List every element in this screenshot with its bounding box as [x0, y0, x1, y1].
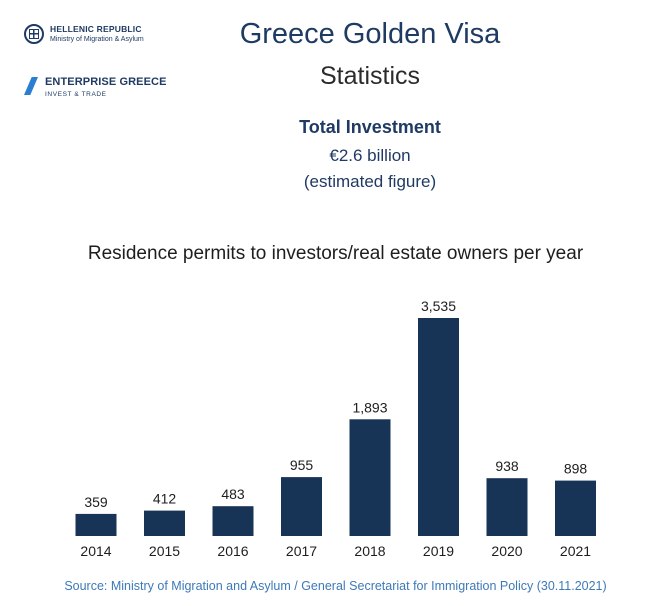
total-investment-value: €2.6 billion [329, 146, 411, 165]
value-label-2021: 898 [564, 461, 588, 477]
x-tick-label-2014: 2014 [80, 543, 111, 559]
bar-chart: 359 2014 412 2015 483 2016 955 2017 1,893 2018 3,5… [75, 298, 596, 559]
source-note: Source: Ministry of Migration and Asylum… [64, 579, 607, 593]
value-label-2019: 3,535 [421, 298, 456, 314]
x-tick-label-2019: 2019 [423, 543, 454, 559]
page-title: Greece Golden Visa [239, 18, 501, 50]
bar-2018 [349, 419, 391, 536]
bar-2016 [212, 506, 254, 536]
x-tick-label-2015: 2015 [149, 543, 180, 559]
x-tick-label-2016: 2016 [217, 543, 248, 559]
bar-2017 [281, 477, 322, 536]
value-label-2018: 1,893 [352, 399, 387, 415]
value-label-2014: 359 [84, 494, 108, 510]
x-tick-label-2017: 2017 [286, 543, 317, 559]
bar-2021 [555, 480, 596, 536]
bar-2019 [418, 318, 459, 536]
hellenic-republic-logo: HELLENIC REPUBLIC Ministry of Migration … [24, 24, 144, 44]
total-investment-note: (estimated figure) [303, 172, 437, 191]
value-label-2016: 483 [221, 486, 245, 502]
value-label-2020: 938 [495, 458, 519, 474]
bar-2020 [486, 478, 528, 536]
ministry-subtitle: Ministry of Migration & Asylum [50, 35, 144, 43]
total-investment-label: Total Investment [299, 117, 441, 137]
x-tick-label-2018: 2018 [354, 543, 385, 559]
x-tick-label-2020: 2020 [491, 543, 522, 559]
page-subtitle: Statistics [319, 62, 421, 90]
enterprise-greece-logo: ENTERPRISE GREECE INVEST & TRADE [24, 76, 167, 98]
hellenic-republic-title: HELLENIC REPUBLIC [50, 24, 142, 35]
enterprise-greece-title: ENTERPRISE GREECE [45, 76, 167, 88]
value-label-2015: 412 [153, 491, 177, 507]
enterprise-greece-mark-icon [24, 77, 38, 95]
bar-2014 [75, 513, 117, 536]
x-tick-label-2021: 2021 [560, 543, 591, 559]
bar-2015 [144, 510, 185, 536]
chart-title: Residence permits to investors/real esta… [87, 243, 584, 264]
value-label-2017: 955 [290, 457, 314, 473]
greek-seal-icon [24, 24, 44, 44]
enterprise-greece-subtitle: INVEST & TRADE [45, 91, 107, 99]
